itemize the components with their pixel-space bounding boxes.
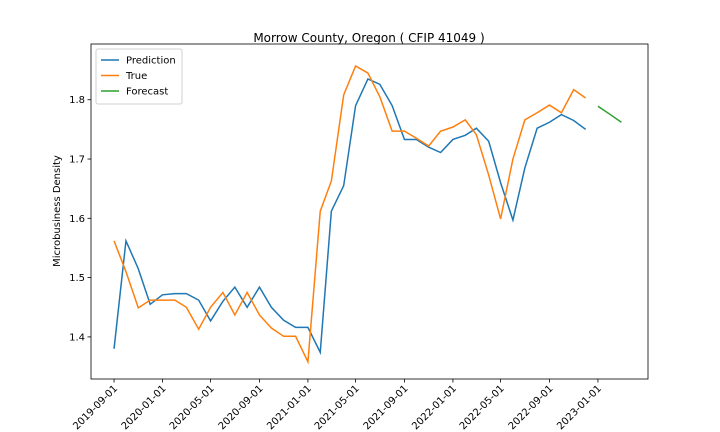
legend-label: True [125,71,147,82]
x-tick-label: 2019-09-01 [71,383,120,432]
plot-frame [90,43,649,380]
x-tick-label: 2023-01-01 [555,383,604,432]
y-tick-label: 1.6 [69,214,85,225]
y-tick-label: 1.4 [69,332,85,343]
legend: Prediction True Forecast [95,48,183,105]
x-tick-label: 2020-05-01 [168,383,217,432]
series-line [113,77,587,356]
y-axis-label: Microbusiness Density [52,155,63,267]
y-tick-label: 1.8 [69,95,85,106]
series-line [597,105,622,123]
series-line [113,64,587,365]
x-tick-label: 2020-09-01 [217,383,266,432]
chart-title: Morrow County, Oregon ( CFIP 41049 ) [253,31,484,45]
y-tick-label: 1.7 [69,155,85,166]
legend-label: Prediction [126,56,176,67]
x-tick-label: 2021-01-01 [265,383,314,432]
y-tick-label: 1.5 [69,273,85,284]
x-tick-label: 2021-05-01 [313,383,362,432]
x-tick-label: 2020-01-01 [120,383,169,432]
x-tick-label: 2022-05-01 [458,383,507,432]
x-tick-label: 2021-09-01 [362,383,411,432]
x-tick-label: 2022-01-01 [410,383,459,432]
x-tick-label: 2022-09-01 [507,383,556,432]
legend-label: Forecast [126,87,168,98]
